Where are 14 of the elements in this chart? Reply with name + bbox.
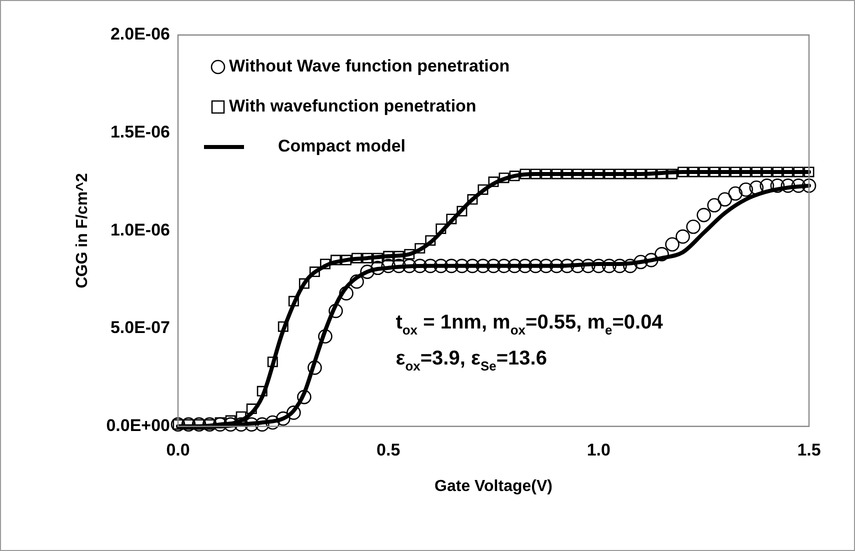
- x-tick-label: 0.0: [166, 440, 190, 460]
- legend-label: With wavefunction penetration: [229, 96, 476, 116]
- y-tick-label: 2.0E-06: [110, 24, 170, 44]
- x-axis-title: Gate Voltage(V): [434, 478, 552, 495]
- y-tick-label: 0.0E+00: [106, 416, 170, 436]
- legend-label: Compact model: [278, 136, 406, 156]
- y-axis-title: CGG in F/cm^2: [74, 173, 92, 288]
- x-tick-label: 0.5: [376, 440, 400, 460]
- y-tick-label: 1.0E-06: [110, 220, 170, 240]
- y-tick-label: 1.5E-06: [110, 122, 170, 142]
- legend-label: Without Wave function penetration: [229, 56, 510, 76]
- x-tick-label: 1.0: [586, 440, 610, 460]
- y-tick-label: 5.0E-07: [110, 318, 170, 338]
- x-tick-label: 1.5: [797, 440, 821, 460]
